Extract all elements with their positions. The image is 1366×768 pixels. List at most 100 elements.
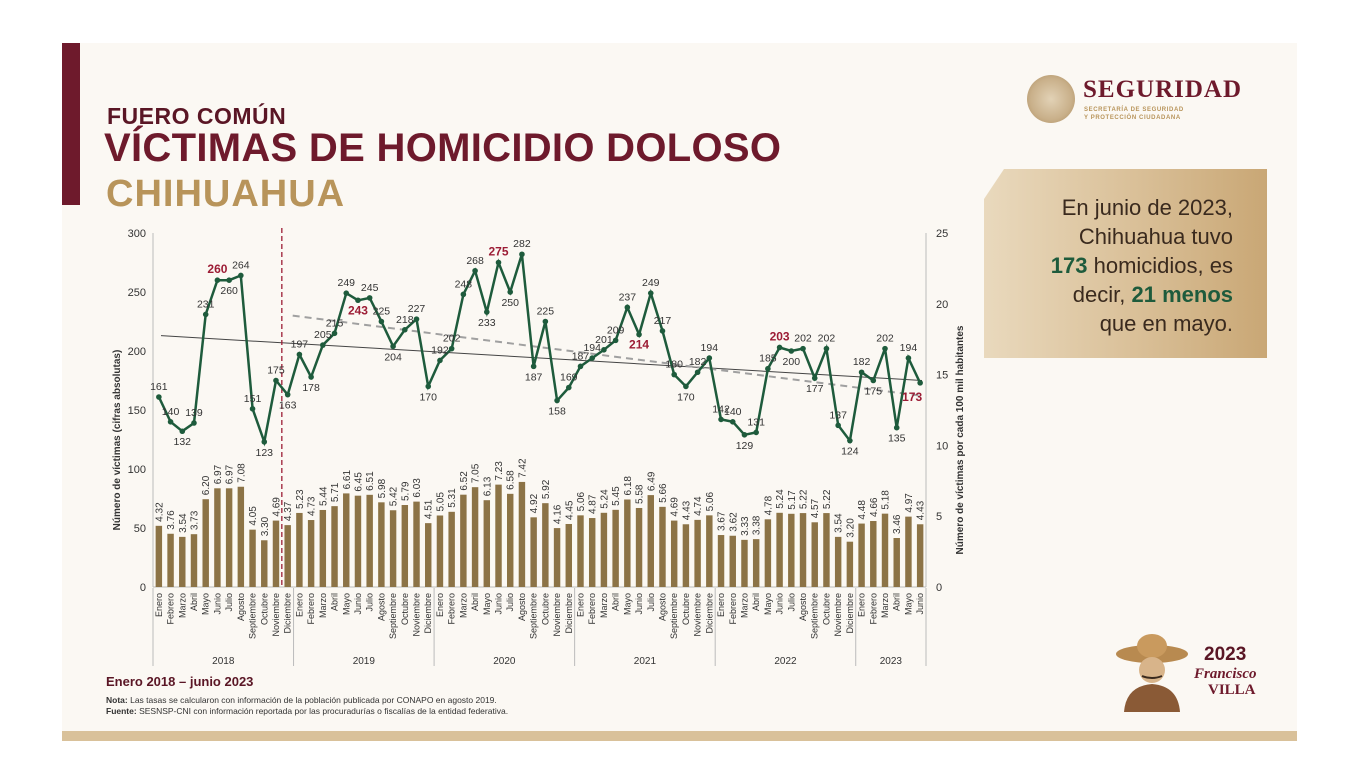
rate-bar	[284, 525, 291, 587]
victims-point	[226, 277, 232, 284]
rate-bar	[214, 488, 221, 587]
month-tick-label: Octubre	[540, 593, 550, 625]
rate-bar	[530, 517, 537, 587]
victims-point	[202, 311, 209, 318]
rate-label: 5.58	[635, 484, 646, 504]
victims-label: 225	[537, 306, 555, 318]
rate-bar	[366, 494, 373, 587]
month-tick-label: Mayo	[341, 593, 351, 615]
month-tick-label: Mayo	[482, 593, 492, 615]
victims-point	[565, 384, 572, 391]
victims-label: 158	[548, 406, 566, 418]
eagle-seal-icon	[1027, 75, 1075, 123]
victims-label-highlight: 243	[348, 303, 368, 317]
month-tick-label: Junio	[494, 593, 504, 615]
victims-point	[858, 369, 865, 376]
rate-label: 6.51	[365, 471, 376, 491]
month-tick-label: Diciembre	[564, 593, 574, 634]
month-tick-label: Abril	[330, 593, 340, 611]
victims-point	[238, 272, 244, 279]
sombrero-portrait-icon	[1116, 634, 1188, 712]
victims-point	[753, 429, 759, 436]
rate-label: 5.18	[881, 490, 892, 510]
victims-label: 170	[677, 391, 695, 403]
victims-label: 201	[595, 334, 613, 346]
month-tick-label: Junio	[353, 593, 363, 615]
victims-label: 204	[384, 351, 402, 363]
rate-bar	[483, 500, 491, 587]
page-subtitle: FUERO COMÚN	[107, 103, 287, 129]
left-tick-label: 100	[128, 464, 146, 476]
trend-line-period	[292, 314, 923, 397]
month-tick-label: Noviembre	[693, 593, 703, 637]
rate-label: 4.48	[857, 500, 868, 520]
month-tick-label: Mayo	[903, 593, 913, 615]
rate-label: 4.51	[424, 499, 435, 519]
date-range: Enero 2018 – junio 2023	[106, 674, 254, 689]
rate-label: 3.38	[752, 515, 763, 535]
rate-bar	[905, 516, 912, 587]
bottom-band	[62, 731, 1297, 741]
summary-line-1: En junio de 2023,	[1061, 195, 1233, 220]
summary-text: En junio de 2023, Chihuahua tuvo 173 hom…	[1051, 193, 1233, 338]
rate-label: 3.67	[717, 511, 728, 531]
victims-label: 194	[583, 342, 601, 354]
left-tick-label: 300	[128, 228, 146, 240]
month-tick-label: Abril	[470, 593, 480, 611]
month-tick-label: Enero	[154, 593, 164, 617]
month-tick-label: Julio	[646, 593, 656, 612]
rate-bar	[307, 520, 315, 587]
rate-bar	[378, 502, 385, 587]
rate-bar	[225, 488, 233, 587]
rate-label: 5.31	[447, 488, 458, 508]
rate-label: 5.17	[787, 490, 798, 510]
rate-bar	[261, 540, 268, 587]
rate-bar	[155, 525, 163, 587]
month-tick-label: Octubre	[259, 593, 269, 625]
month-tick-label: Abril	[189, 593, 199, 611]
emblem-year: 2023	[1204, 644, 1247, 665]
victims-label: 233	[478, 317, 496, 329]
rate-label: 5.42	[389, 486, 400, 506]
source-text: SESNSP-CNI con información reportada por…	[136, 706, 509, 716]
rate-bar	[319, 509, 327, 587]
rate-bar	[331, 506, 338, 587]
year-label: 2023	[880, 656, 903, 667]
victims-label: 194	[701, 342, 719, 354]
month-tick-label: Octubre	[681, 593, 691, 625]
victims-point	[765, 365, 771, 372]
rate-label: 4.37	[283, 501, 294, 521]
month-tick-label: Abril	[611, 593, 621, 611]
month-tick-label: Diciembre	[423, 593, 433, 634]
victims-point	[647, 290, 654, 296]
rate-label: 4.74	[693, 496, 704, 516]
month-tick-label: Marzo	[318, 593, 328, 618]
rate-bar	[425, 523, 432, 587]
month-tick-label: Junio	[915, 593, 925, 615]
rate-label: 4.57	[810, 498, 821, 518]
victims-point	[308, 374, 314, 380]
rate-bar	[694, 519, 701, 587]
month-tick-label: Marzo	[458, 593, 468, 618]
summary-line-2: Chihuahua tuvo	[1078, 224, 1233, 249]
victims-point	[530, 363, 537, 370]
victims-label: 200	[783, 356, 801, 368]
victims-label: 129	[736, 440, 754, 452]
rate-label: 5.05	[435, 492, 446, 512]
summary-diff: 21 menos	[1131, 282, 1234, 307]
rate-bar	[495, 484, 502, 587]
month-tick-label: Enero	[575, 593, 585, 617]
right-tick-label: 15	[936, 370, 948, 382]
victims-point	[191, 420, 197, 426]
victims-line	[157, 253, 922, 447]
victims-label: 170	[419, 391, 437, 403]
footnote-text: Las tasas se calcularon con información …	[127, 695, 497, 705]
victims-label: 249	[642, 277, 660, 289]
victims-label: 161	[150, 381, 168, 393]
victims-point	[402, 326, 408, 333]
rate-bar	[588, 518, 596, 587]
rate-bar	[401, 505, 409, 587]
emblem-name-2: VILLA	[1208, 682, 1256, 698]
rate-label: 5.71	[330, 482, 341, 502]
victims-point	[776, 344, 783, 351]
